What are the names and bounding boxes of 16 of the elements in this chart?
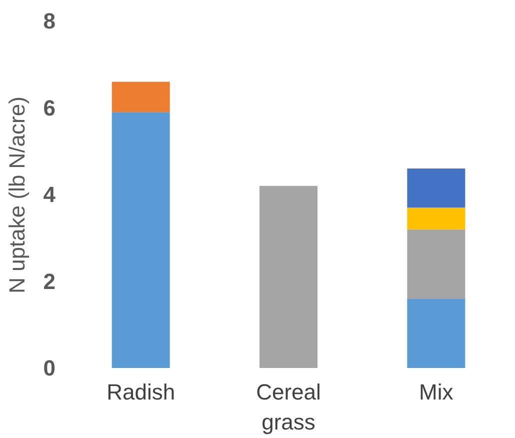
bar (407, 168, 466, 208)
y-axis-title: N uptake (lb N/acre) (4, 96, 30, 294)
bar (407, 298, 466, 368)
bar (260, 186, 318, 368)
x-tick-label: Mix (419, 380, 454, 404)
bar (112, 112, 170, 368)
x-tick-label: Cereal grass (256, 380, 321, 434)
y-tick-label: 2 (43, 268, 56, 294)
y-tick-label: 6 (43, 95, 56, 120)
x-tick-label: Radish (106, 380, 176, 404)
bar (407, 208, 466, 230)
y-tick-label: 0 (43, 356, 56, 380)
bar (407, 229, 466, 299)
y-tick-label: 4 (43, 182, 56, 207)
bar (112, 82, 170, 112)
y-tick-label: 8 (43, 8, 56, 34)
